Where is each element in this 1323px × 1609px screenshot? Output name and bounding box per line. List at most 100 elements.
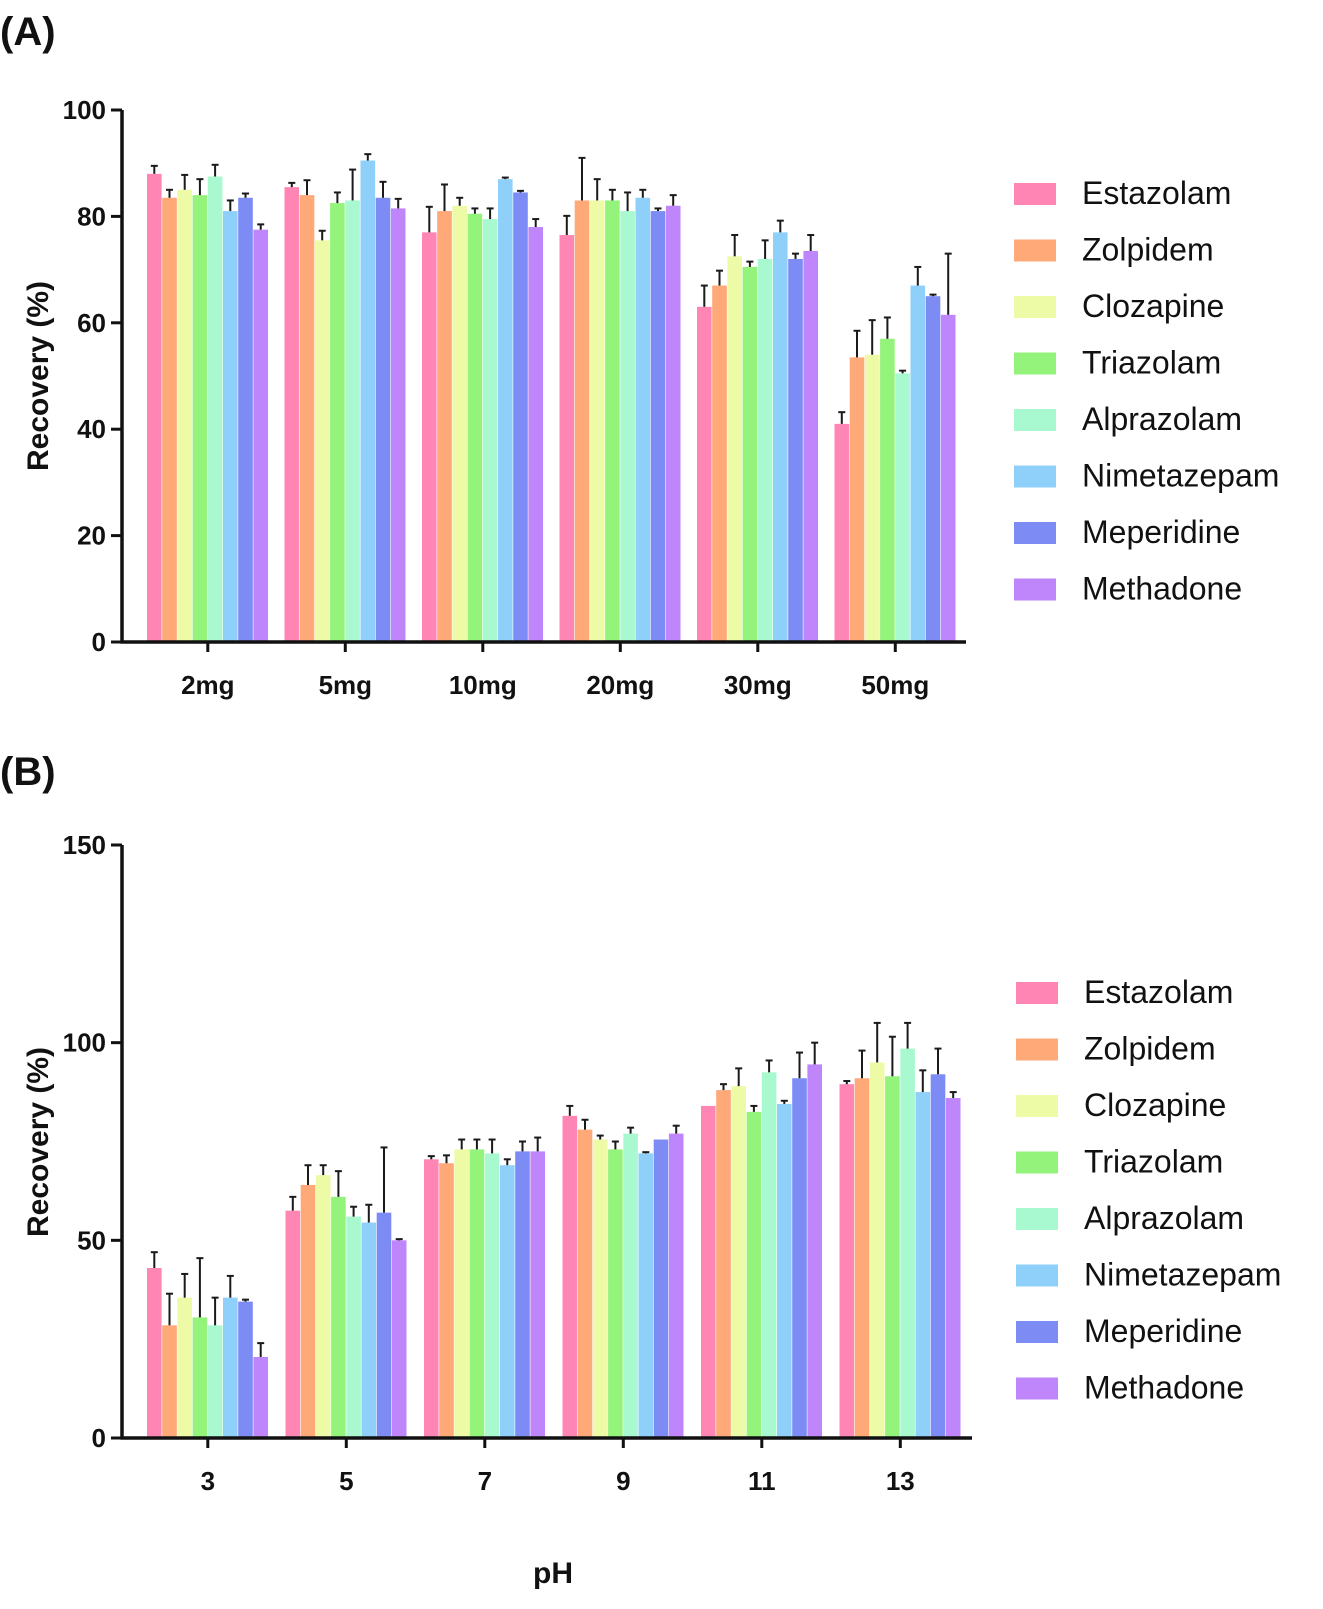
- bar-a-methadone-2mg: [253, 229, 268, 642]
- bar-a-estazolam-5mg: [284, 187, 300, 642]
- x-tick-label-a-20mg: 20mg: [586, 670, 654, 700]
- panel-b-bars: [147, 1021, 961, 1438]
- bar-b-zolpidem-13: [854, 1078, 870, 1438]
- bar-a-triazolam-10mg: [467, 213, 483, 643]
- bar-a-zolpidem-10mg: [437, 211, 452, 642]
- legend-label-b-triazolam: Triazolam: [1084, 1144, 1223, 1180]
- bar-a-estazolam-30mg: [697, 306, 712, 642]
- legend-swatch-a-estazolam: [1014, 183, 1056, 205]
- bar-b-clozapine-9: [592, 1139, 608, 1438]
- bar-b-estazolam-7: [424, 1159, 439, 1438]
- bar-b-nimetazepam-3: [223, 1297, 238, 1438]
- bar-b-nimetazepam-11: [777, 1103, 792, 1438]
- y-tick-label-a-60: 60: [77, 308, 106, 338]
- bar-b-nimetazepam-5: [361, 1222, 377, 1438]
- bar-b-alprazolam-3: [207, 1325, 223, 1438]
- bar-a-meperidine-20mg: [650, 211, 666, 642]
- legend-label-a-estazolam: Estazolam: [1082, 175, 1231, 211]
- legend-swatch-b-methadone: [1016, 1377, 1058, 1400]
- bar-b-alprazolam-9: [623, 1133, 638, 1438]
- bar-a-zolpidem-30mg: [712, 285, 727, 642]
- legend-label-b-zolpidem: Zolpidem: [1084, 1031, 1216, 1067]
- bar-b-triazolam-11: [746, 1111, 762, 1438]
- x-tick-label-b-13: 13: [886, 1466, 915, 1496]
- bar-a-meperidine-5mg: [375, 197, 391, 642]
- bar-a-triazolam-30mg: [742, 266, 758, 642]
- legend-swatch-b-alprazolam: [1016, 1208, 1058, 1230]
- x-tick-label-b-9: 9: [616, 1466, 630, 1496]
- x-tick-label-b-3: 3: [201, 1466, 215, 1496]
- bar-a-nimetazepam-20mg: [635, 197, 651, 642]
- y-tick-label-a-0: 0: [92, 627, 106, 657]
- bar-b-triazolam-9: [608, 1149, 623, 1438]
- legend-label-a-alprazolam: Alprazolam: [1082, 401, 1242, 437]
- bar-b-alprazolam-11: [761, 1072, 777, 1438]
- bar-a-zolpidem-50mg: [849, 357, 865, 642]
- legend-label-a-nimetazepam: Nimetazepam: [1082, 458, 1279, 494]
- panel-b-x-axis-title: pH: [533, 1557, 573, 1590]
- bar-a-clozapine-2mg: [177, 189, 192, 643]
- panel-a-y-ticks: 0 20 40 60 80 100: [63, 95, 122, 657]
- x-tick-label-b-7: 7: [478, 1466, 492, 1496]
- bar-b-methadone-3: [253, 1356, 268, 1438]
- bar-a-nimetazepam-2mg: [223, 211, 238, 642]
- bar-b-clozapine-7: [454, 1149, 469, 1438]
- bar-b-estazolam-11: [701, 1105, 716, 1438]
- y-tick-label-a-80: 80: [77, 201, 106, 231]
- legend-label-b-alprazolam: Alprazolam: [1084, 1200, 1244, 1236]
- bar-a-zolpidem-20mg: [574, 200, 590, 642]
- bar-b-alprazolam-13: [900, 1048, 915, 1438]
- bar-a-nimetazepam-50mg: [910, 285, 926, 642]
- x-tick-label-a-5mg: 5mg: [319, 670, 372, 700]
- bar-b-zolpidem-9: [577, 1129, 593, 1438]
- y-tick-label-b-0: 0: [92, 1423, 106, 1453]
- bar-b-nimetazepam-7: [500, 1165, 515, 1438]
- legend-label-b-methadone: Methadone: [1084, 1370, 1244, 1406]
- bar-a-nimetazepam-10mg: [498, 179, 513, 642]
- bar-a-estazolam-20mg: [559, 235, 575, 642]
- panel-a-chart: (A) Recovery (%) 0 20 40 60 80 100 2mg 5mg 10mg…: [0, 10, 1279, 700]
- bar-b-nimetazepam-9: [638, 1153, 654, 1438]
- bar-b-zolpidem-11: [716, 1090, 731, 1438]
- panel-b-x-ticks: 3 5 7 9 11 13: [201, 1438, 915, 1496]
- panel-b-legend: Estazolam Zolpidem Clozapine Triazolam Alpra…: [1016, 974, 1281, 1406]
- legend-swatch-a-nimetazepam: [1014, 465, 1056, 488]
- bar-b-alprazolam-7: [484, 1153, 500, 1438]
- bar-a-meperidine-2mg: [238, 197, 253, 642]
- bar-b-zolpidem-7: [439, 1163, 454, 1438]
- panel-a-legend: Estazolam Zolpidem Clozapine Triazolam Alpra…: [1014, 175, 1279, 607]
- bar-a-alprazolam-10mg: [482, 219, 498, 642]
- legend-swatch-a-zolpidem: [1014, 239, 1056, 262]
- legend-label-a-triazolam: Triazolam: [1082, 345, 1221, 381]
- bar-a-estazolam-10mg: [422, 232, 437, 643]
- panel-b-y-ticks: 0 50 100 150: [63, 830, 122, 1453]
- legend-swatch-b-zolpidem: [1016, 1038, 1058, 1061]
- bar-b-meperidine-13: [930, 1074, 946, 1438]
- bar-a-clozapine-5mg: [314, 240, 330, 642]
- legend-swatch-a-meperidine: [1014, 522, 1056, 544]
- bar-a-meperidine-30mg: [788, 258, 803, 642]
- bar-b-zolpidem-3: [162, 1325, 177, 1438]
- bar-a-clozapine-50mg: [864, 354, 880, 642]
- panel-a-label: (A): [0, 10, 56, 54]
- bar-a-methadone-5mg: [390, 208, 406, 643]
- legend-label-b-meperidine: Meperidine: [1084, 1313, 1242, 1349]
- bar-a-nimetazepam-30mg: [773, 232, 788, 643]
- legend-swatch-b-triazolam: [1016, 1151, 1058, 1174]
- bar-a-meperidine-50mg: [925, 296, 941, 642]
- bar-a-alprazolam-30mg: [757, 258, 773, 642]
- panel-b-axes: [120, 845, 972, 1440]
- y-tick-label-b-50: 50: [77, 1225, 106, 1255]
- x-tick-label-b-11: 11: [748, 1466, 776, 1496]
- bar-b-estazolam-13: [839, 1084, 855, 1438]
- y-tick-label-a-20: 20: [77, 521, 106, 551]
- bar-b-triazolam-7: [469, 1149, 485, 1438]
- legend-label-a-methadone: Methadone: [1082, 571, 1242, 607]
- bar-b-clozapine-11: [731, 1086, 746, 1438]
- x-tick-label-a-10mg: 10mg: [449, 670, 517, 700]
- legend-swatch-b-estazolam: [1016, 982, 1058, 1004]
- bar-b-triazolam-5: [331, 1196, 346, 1438]
- bar-b-meperidine-7: [515, 1151, 530, 1438]
- panel-a-bars: [147, 153, 956, 643]
